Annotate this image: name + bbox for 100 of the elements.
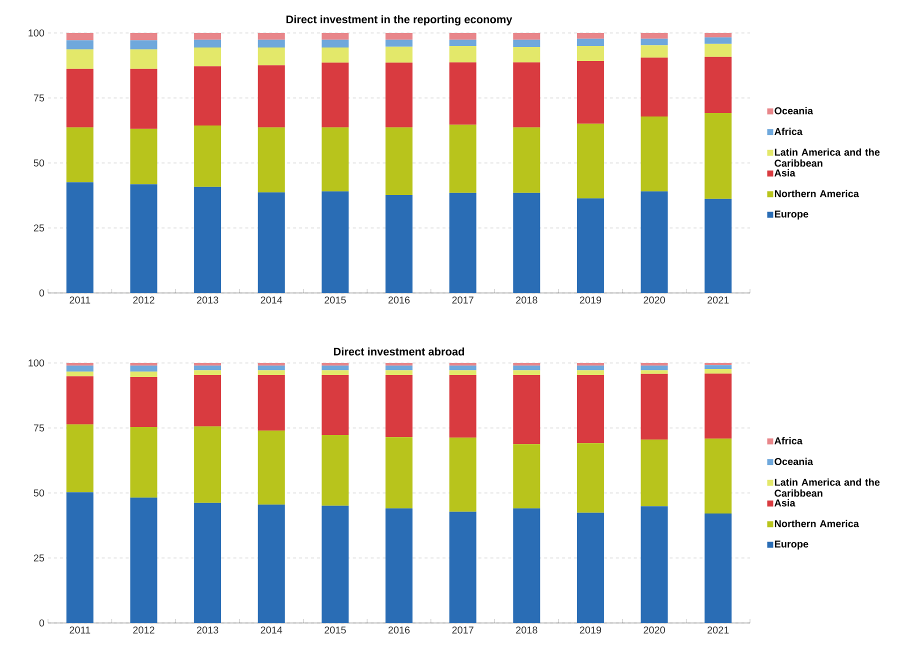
bar	[576, 32, 604, 39]
y-tick-label: 25	[34, 554, 44, 562]
y-tick-label: 0	[39, 619, 44, 627]
bar	[258, 504, 285, 623]
x-tick-label: 2015	[324, 296, 346, 304]
bar	[66, 372, 94, 376]
bar	[513, 32, 540, 40]
bar	[194, 502, 222, 623]
bar	[322, 127, 349, 192]
bar	[130, 32, 158, 40]
bar	[194, 66, 222, 126]
bar	[386, 374, 413, 438]
bar	[513, 444, 540, 508]
bar	[258, 48, 285, 66]
bar	[194, 426, 222, 503]
bar	[449, 124, 476, 193]
bar	[66, 68, 94, 128]
bar	[513, 362, 540, 366]
bar	[513, 192, 540, 293]
bar	[386, 194, 413, 293]
bar	[258, 40, 285, 48]
bar	[640, 191, 668, 293]
bar	[640, 362, 668, 366]
x-tick-label: 2021	[708, 296, 729, 304]
bar	[704, 37, 732, 44]
bar	[66, 49, 94, 69]
bar	[322, 506, 349, 623]
legend-label: Asia	[774, 499, 796, 506]
y-tick-label: 50	[34, 159, 44, 167]
bar	[513, 40, 540, 48]
y-tick-label: 75	[34, 94, 44, 102]
bar	[576, 370, 604, 375]
bar	[258, 192, 285, 293]
bar	[66, 366, 94, 372]
x-tick-label: 2012	[133, 626, 154, 634]
y-tick-label: 50	[34, 489, 44, 497]
bar	[513, 508, 540, 623]
bar	[576, 198, 604, 293]
bar	[258, 366, 285, 370]
x-tick-label: 2013	[196, 626, 218, 634]
legend-label: Africa	[774, 128, 803, 136]
bar	[704, 32, 732, 38]
x-tick-label: 2017	[452, 296, 474, 304]
bar	[386, 508, 413, 623]
bar	[322, 48, 349, 63]
bar	[449, 46, 476, 62]
bar	[194, 40, 222, 48]
x-tick-label: 2018	[516, 296, 538, 304]
bar	[704, 374, 732, 439]
legend-label: Latin America and the Caribbean	[774, 148, 880, 167]
x-tick-label: 2019	[580, 626, 602, 634]
bar	[66, 492, 94, 623]
bar	[322, 435, 349, 506]
bar	[66, 362, 94, 366]
bar	[66, 32, 94, 40]
bar	[576, 362, 604, 366]
x-tick-label: 2020	[644, 626, 665, 634]
bar	[640, 366, 668, 370]
bar	[130, 128, 158, 184]
bar	[194, 366, 222, 370]
bar	[449, 370, 476, 375]
bar	[704, 198, 732, 293]
bar	[194, 32, 222, 40]
bar	[258, 65, 285, 128]
bar	[66, 376, 94, 424]
bar	[576, 38, 604, 46]
bar	[322, 374, 349, 436]
bar	[704, 365, 732, 369]
bar	[449, 374, 476, 438]
bar	[386, 62, 413, 128]
x-tick-label: 2021	[708, 626, 729, 634]
bar	[704, 44, 732, 57]
bar	[130, 377, 158, 427]
bar	[704, 113, 732, 199]
y-tick-label: 100	[28, 29, 44, 37]
bar	[66, 40, 94, 50]
bar	[386, 32, 413, 40]
bar	[640, 370, 668, 374]
chart-title: Direct investment abroad	[334, 347, 464, 356]
bar	[513, 127, 540, 193]
bar	[640, 440, 668, 506]
bar	[449, 62, 476, 125]
legend-label: Oceania	[774, 458, 814, 466]
x-tick-label: 2016	[388, 296, 410, 304]
bar	[704, 514, 732, 623]
legend-label: Asia	[774, 169, 796, 176]
bar	[576, 443, 604, 513]
bar	[130, 372, 158, 378]
bar	[322, 62, 349, 128]
bar	[513, 62, 540, 128]
x-tick-label: 2015	[324, 626, 346, 634]
bar	[258, 430, 285, 505]
bar	[449, 362, 476, 366]
bar	[258, 370, 285, 375]
bar	[576, 366, 604, 370]
x-tick-label: 2020	[644, 296, 665, 304]
bar	[449, 192, 476, 293]
x-tick-label: 2012	[133, 296, 154, 304]
x-tick-label: 2013	[196, 296, 218, 304]
bar	[576, 46, 604, 62]
